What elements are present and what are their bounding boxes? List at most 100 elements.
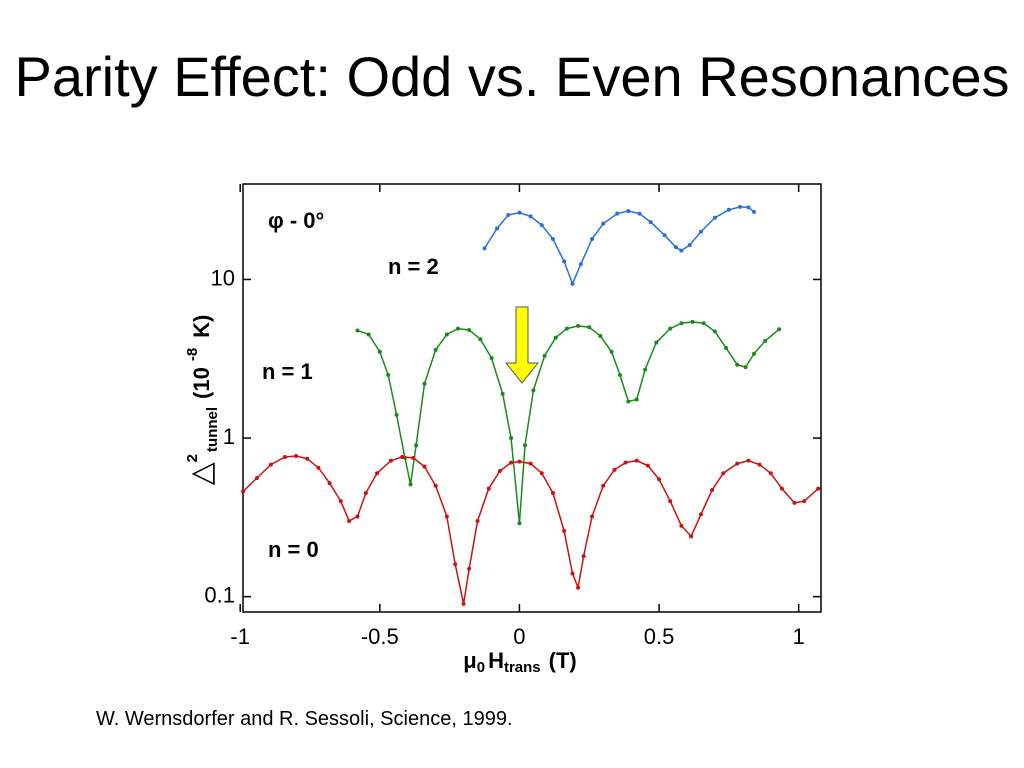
data-point <box>562 528 567 533</box>
slide-title: Parity Effect: Odd vs. Even Resonances <box>14 45 1010 108</box>
data-point <box>517 521 522 526</box>
data-point <box>698 512 703 517</box>
citation: W. Wernsdorfer and R. Sessoli, Science, … <box>96 708 513 730</box>
data-point <box>626 209 631 214</box>
data-point <box>735 461 740 466</box>
data-point <box>363 491 368 496</box>
data-point <box>777 327 782 332</box>
data-point <box>578 262 583 267</box>
series-line <box>483 206 755 286</box>
data-point <box>531 388 536 393</box>
data-point <box>751 209 756 214</box>
data-point <box>634 397 639 402</box>
x-label-main: H <box>488 648 504 673</box>
data-point <box>528 214 533 219</box>
data-point <box>679 248 684 253</box>
data-point <box>690 319 695 324</box>
data-point <box>623 460 628 465</box>
data-point <box>687 242 692 247</box>
data-point <box>294 454 299 459</box>
data-point <box>489 355 494 360</box>
series-label: n = 0 <box>268 537 319 562</box>
data-point <box>268 462 273 467</box>
data-point <box>497 468 502 473</box>
data-point <box>553 335 558 340</box>
x-tick-label: -1 <box>230 624 250 649</box>
data-point <box>645 463 650 468</box>
data-point <box>254 475 259 480</box>
y-label-unit: (10 <box>189 367 214 399</box>
y-tick-label: 1 <box>223 424 235 449</box>
data-point <box>679 321 684 326</box>
data-point <box>763 338 768 343</box>
data-point <box>712 215 717 220</box>
data-point <box>347 518 352 523</box>
data-point <box>609 349 614 354</box>
x-axis-label: μ0 Htrans (T) <box>463 648 576 676</box>
data-point <box>701 321 706 326</box>
y-label-exp: -8 <box>184 348 201 361</box>
data-point <box>506 213 511 218</box>
x-label-sub: 0 <box>477 659 485 676</box>
data-point <box>444 332 449 337</box>
data-point <box>500 391 505 396</box>
data-point <box>689 534 694 539</box>
y-axis-label: △2tunnel (10 -8 K) <box>184 315 221 486</box>
data-point <box>377 349 382 354</box>
x-label-symbol: μ <box>463 648 476 673</box>
data-point <box>422 464 427 469</box>
data-point <box>735 362 740 367</box>
data-point <box>316 465 321 470</box>
data-point <box>617 372 622 377</box>
y-label-sup: 2 <box>184 454 201 462</box>
data-point <box>590 514 595 519</box>
y-tick-label: 10 <box>211 265 235 290</box>
data-point <box>461 601 466 606</box>
x-label-main-sub: trans <box>504 659 541 676</box>
data-point <box>478 337 483 342</box>
data-point <box>615 211 620 216</box>
data-point <box>712 329 717 334</box>
data-point <box>746 205 751 210</box>
x-tick-label: 1 <box>793 624 805 649</box>
data-point <box>721 471 726 476</box>
data-point <box>355 328 360 333</box>
data-point <box>394 412 399 417</box>
data-point <box>523 443 528 448</box>
data-point <box>495 226 500 231</box>
data-point <box>542 353 547 358</box>
data-point <box>768 471 773 476</box>
data-point <box>570 281 575 286</box>
series-line <box>357 321 780 524</box>
data-point <box>634 458 639 463</box>
data-point <box>562 259 567 264</box>
data-point <box>673 245 678 250</box>
data-point <box>517 459 522 464</box>
x-tick-label: 0 <box>513 624 525 649</box>
x-tick-label: -0.5 <box>361 624 399 649</box>
data-point <box>453 562 458 567</box>
data-point <box>433 347 438 352</box>
data-point <box>355 514 360 519</box>
data-point <box>366 332 371 337</box>
data-point <box>528 461 533 466</box>
data-point <box>643 367 648 372</box>
data-point <box>626 399 631 404</box>
data-point <box>539 223 544 228</box>
data-point <box>456 326 461 331</box>
data-point <box>486 486 491 491</box>
arrow <box>504 306 540 384</box>
data-point <box>601 483 606 488</box>
x-label-unit: (T) <box>549 648 577 673</box>
data-point <box>338 499 343 504</box>
data-point <box>282 454 287 459</box>
data-point <box>444 514 449 519</box>
data-point <box>698 229 703 234</box>
data-point <box>601 221 606 226</box>
data-point <box>408 482 413 487</box>
data-point <box>637 211 642 216</box>
data-point <box>792 500 797 505</box>
data-point <box>802 499 807 504</box>
y-tick-label: 0.1 <box>204 582 235 607</box>
